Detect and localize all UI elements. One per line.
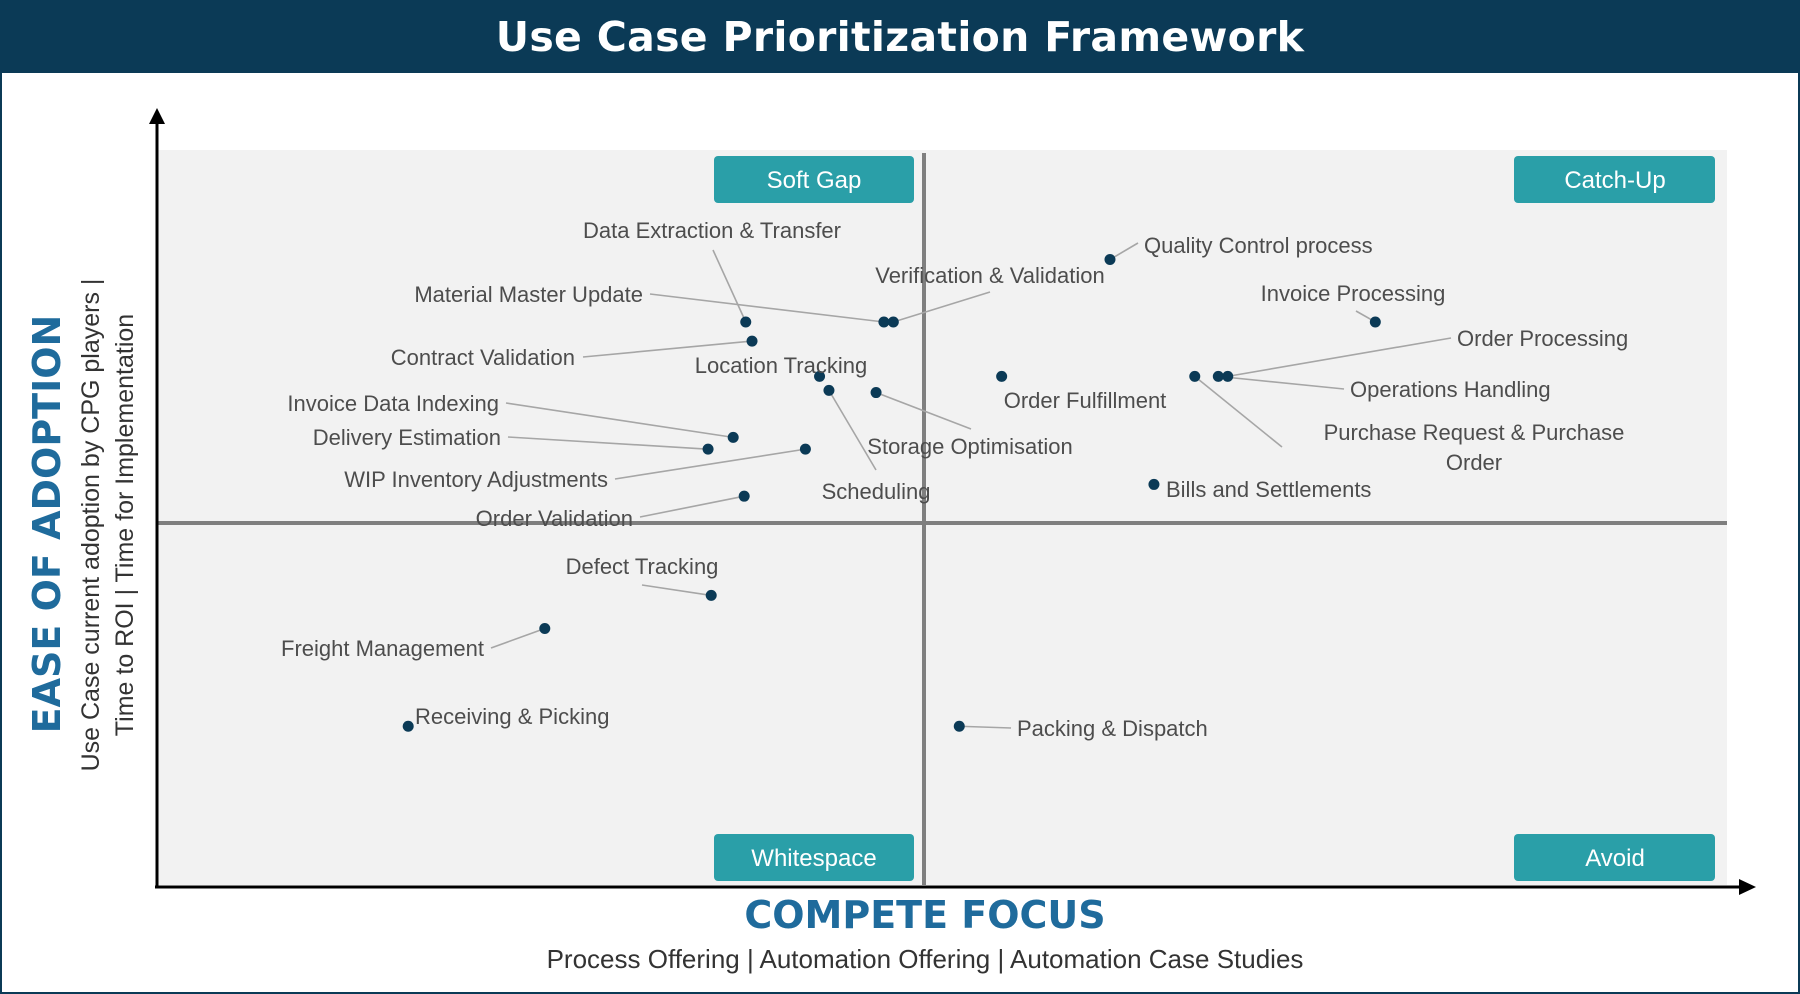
leader-line-wip-inventory-adjustments [614,448,806,480]
point-material-master-update [878,316,890,328]
leader-line-verification-validation [893,291,991,323]
point-packing-dispatch [953,720,965,732]
point-verification-validation [887,316,899,328]
point-order-processing [1222,370,1234,382]
point-data-extraction-transfer [740,316,752,328]
leader-line-invoice-data-indexing [505,402,734,439]
leader-line-packing-dispatch [959,725,1012,729]
point-scheduling [823,384,835,396]
label-order-validation: Order Validation [476,506,633,531]
point-order-fulfillment [996,370,1008,382]
point-wip-inventory-adjustments [799,443,811,455]
label-packing-dispatch: Packing & Dispatch [1017,716,1208,741]
label-delivery-estimation: Delivery Estimation [313,425,501,450]
leader-line-contract-validation [582,340,753,358]
point-location-tracking [814,370,826,382]
label-wip-inventory-adjustments: WIP Inventory Adjustments [344,467,608,492]
point-bills-and-settlements [1148,478,1160,490]
leader-line-delivery-estimation [507,436,709,450]
quadrant-label: Avoid [1585,845,1645,872]
point-invoice-processing [1369,316,1381,328]
point-freight-management [539,622,551,634]
y-axis-subtitle-line2: Time to ROI | Time for Implementation [111,313,139,737]
title-bar: Use Case Prioritization Framework [0,0,1800,73]
point-storage-optimisation [870,387,882,399]
y-axis-title-wrap: EASE OF ADOPTION [25,315,69,734]
y-axis-title: EASE OF ADOPTION [25,314,69,734]
label-contract-validation: Contract Validation [391,345,575,370]
point-receiving-picking [402,720,414,732]
label-scheduling: Scheduling [822,479,931,504]
label-storage-optimisation: Storage Optimisation [867,434,1072,459]
leader-line-data-extraction-transfer [712,249,747,323]
label-data-extraction-transfer: Data Extraction & Transfer [583,218,841,243]
x-axis-title: COMPETE FOCUS [744,893,1106,937]
plot-area [157,150,1727,885]
leader-line-storage-optimisation [875,391,972,430]
label-defect-tracking: Defect Tracking [566,554,719,579]
label-operations-handling: Operations Handling [1350,377,1551,402]
leader-line-operations-handling [1218,375,1345,390]
quadrant-label: Whitespace [751,845,876,872]
label-material-master-update: Material Master Update [414,282,643,307]
point-operations-handling [1212,370,1224,382]
y-axis-arrow-icon [149,108,165,124]
label-quality-control-process: Quality Control process [1144,233,1373,258]
x-axis-subtitle: Process Offering | Automation Offering |… [546,944,1304,974]
point-labels: Data Extraction & Transfer Material Maste… [281,218,1628,741]
point-invoice-data-indexing [727,431,739,443]
quadrant-badge-soft-gap: Soft Gap [714,156,914,203]
label-invoice-processing: Invoice Processing [1261,281,1446,306]
leader-line-defect-tracking [641,584,712,597]
data-points [402,254,1381,732]
label-location-tracking: Location Tracking [695,353,867,378]
quadrant-badge-avoid: Avoid [1514,834,1715,881]
label-order-fulfillment: Order Fulfillment [1004,388,1167,413]
leader-line-purchase-request-purchase-order [1194,375,1283,448]
label-invoice-data-indexing: Invoice Data Indexing [287,391,499,416]
point-order-validation [738,490,750,502]
point-delivery-estimation [702,443,714,455]
point-quality-control-process [1104,254,1116,266]
quadrant-badge-whitespace: Whitespace [714,834,914,881]
label-bills-and-settlements: Bills and Settlements [1166,477,1371,502]
leader-line-scheduling [828,389,877,471]
quadrant-label: Soft Gap [767,167,862,194]
quadrant-badge-catch-up: Catch-Up [1514,156,1715,203]
leader-line-order-processing [1227,337,1452,378]
y-axis-subtitle: Use Case current adoption by CPG players… [74,279,142,772]
label-receiving-picking: Receiving & Picking [415,704,609,729]
point-contract-validation [746,335,758,347]
leader-lines [490,242,1452,729]
quadrant-label: Catch-Up [1564,167,1665,194]
page-title: Use Case Prioritization Framework [495,12,1305,61]
leader-line-material-master-update [649,293,885,323]
label-purchase-request-purchase-order: Purchase Request & Purchase Order [1324,420,1625,475]
label-verification-validation: Verification & Validation [875,263,1105,288]
leader-line-freight-management [490,627,546,649]
point-purchase-request-purchase-order [1189,370,1201,382]
point-defect-tracking [705,589,717,601]
leader-line-order-validation [639,495,745,518]
x-axis-arrow-icon [1739,879,1756,895]
label-order-processing: Order Processing [1457,326,1628,351]
label-freight-management: Freight Management [281,636,484,661]
y-axis-subtitle-line1: Use Case current adoption by CPG players… [77,278,105,772]
